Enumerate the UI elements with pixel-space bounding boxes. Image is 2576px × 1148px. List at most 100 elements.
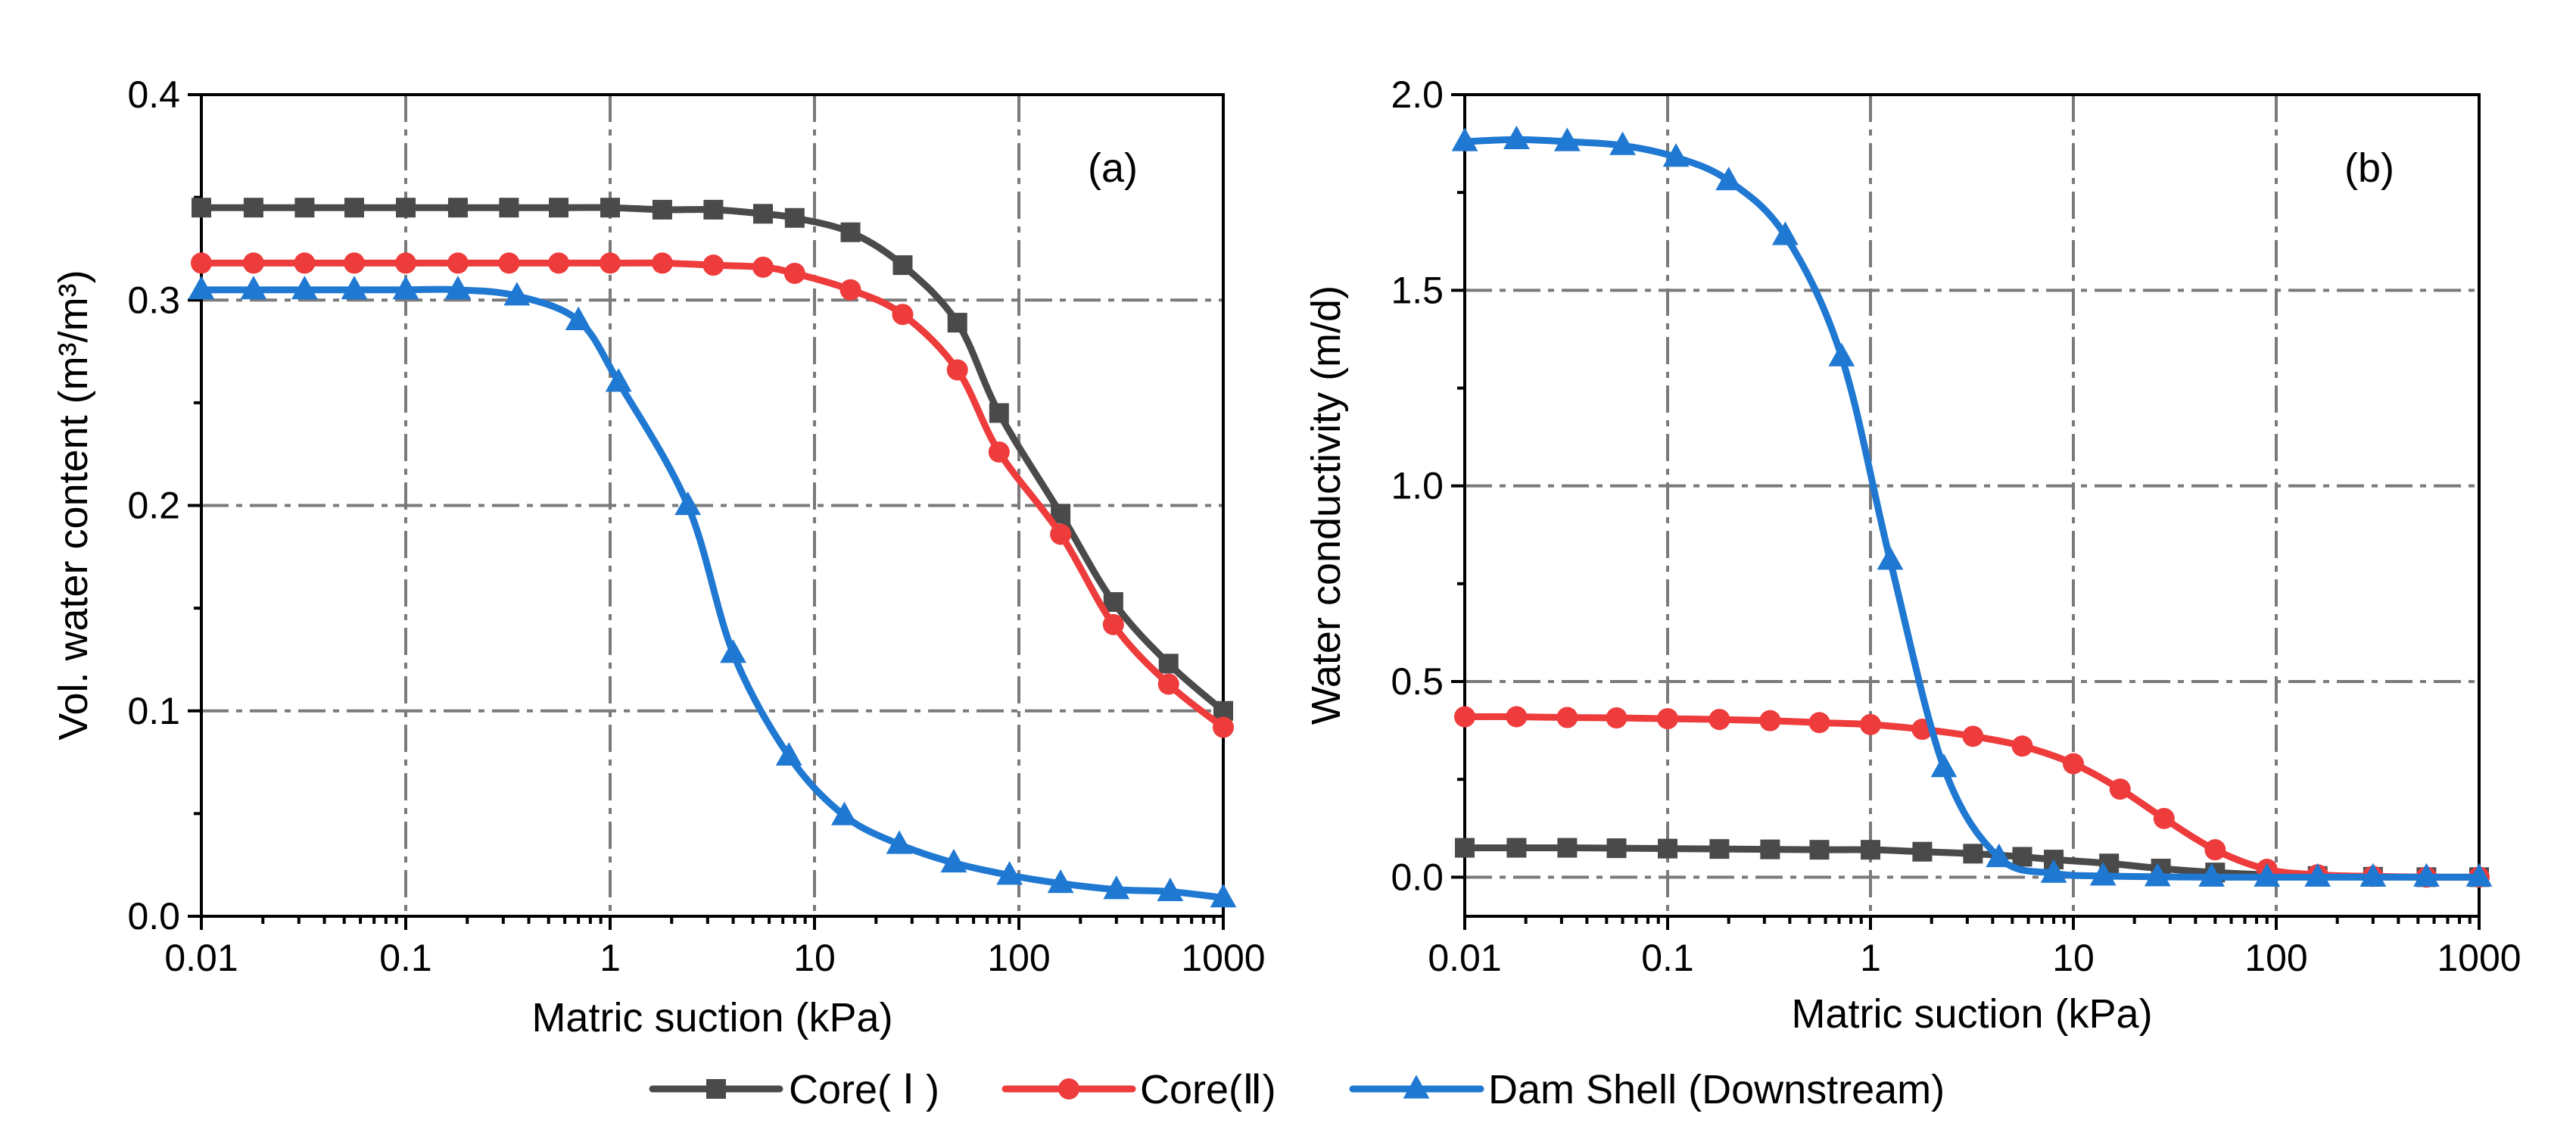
series-a-2-marker-10 bbox=[720, 639, 746, 663]
series-b-1-marker-5 bbox=[1709, 709, 1730, 731]
y-tick-label-b-1: 0.5 bbox=[1391, 660, 1444, 703]
series-b-2-marker-16 bbox=[2304, 863, 2331, 887]
y-tick-label-b-0: 0.0 bbox=[1391, 856, 1444, 898]
series-a-2-marker-11 bbox=[775, 741, 802, 766]
series-a-1-marker-9 bbox=[651, 252, 673, 274]
series-a-2-marker-16 bbox=[1047, 869, 1074, 894]
series-a-2-marker-3 bbox=[341, 276, 368, 300]
series-b-2-marker-13 bbox=[2144, 863, 2171, 887]
series-a-0-marker-10 bbox=[703, 199, 724, 220]
x-tick-label-b-1: 0.1 bbox=[1641, 937, 1694, 979]
y-tick-label-a-3: 0.3 bbox=[127, 279, 180, 321]
series-b-2-marker-14 bbox=[2198, 863, 2225, 887]
series-b-2-marker-17 bbox=[2360, 863, 2387, 887]
tick-labels-a: 0.01 0.1 1 10 100 1000 0.0 0.1 0.2 0.3 0.4 bbox=[127, 73, 1265, 979]
series-group-b bbox=[1451, 125, 2493, 888]
series-b-2-marker-15 bbox=[2254, 863, 2281, 887]
series-b-1-marker-2 bbox=[1556, 707, 1578, 728]
series-a-0-marker-1 bbox=[243, 198, 263, 218]
x-tick-label-b-5: 1000 bbox=[2437, 937, 2521, 979]
series-b-1-marker-7 bbox=[1808, 712, 1830, 734]
series-a-1-marker-8 bbox=[600, 252, 621, 274]
series-b-0-marker-9 bbox=[1912, 841, 1933, 862]
series-b-0-marker-6 bbox=[1760, 839, 1780, 859]
series-b-2-marker-12 bbox=[2089, 862, 2117, 886]
series-a-0-marker-3 bbox=[344, 198, 365, 218]
series-b-2-marker-19 bbox=[2465, 863, 2493, 887]
series-a-1-marker-12 bbox=[783, 262, 805, 284]
series-b-2-marker-5 bbox=[1715, 167, 1743, 191]
series-a-2-marker-2 bbox=[291, 276, 318, 300]
series-b-2-marker-7 bbox=[1828, 342, 1855, 367]
series-a-1-marker-18 bbox=[1102, 613, 1124, 635]
x-tick-label-a-5: 1000 bbox=[1181, 937, 1265, 979]
x-axis-title-a: Matric suction (kPa) bbox=[531, 995, 892, 1040]
series-b-2-marker-9 bbox=[1930, 753, 1958, 778]
series-a-1-marker-3 bbox=[344, 252, 366, 274]
series-b-1-marker-13 bbox=[2109, 778, 2131, 800]
series-a-0-marker-12 bbox=[784, 207, 805, 228]
series-a-0-marker-0 bbox=[192, 198, 211, 218]
x-tick-label-a-4: 100 bbox=[987, 937, 1050, 979]
legend-label-2: Dam Shell (Downstream) bbox=[1488, 1067, 1945, 1112]
series-b-2-marker-6 bbox=[1771, 221, 1799, 245]
series-a-2-marker-18 bbox=[1157, 877, 1184, 902]
series-b-0-marker-2 bbox=[1557, 838, 1578, 858]
y-axis-title-b: Water conductivity (m/d) bbox=[1304, 285, 1349, 725]
series-a-0-marker-16 bbox=[989, 403, 1009, 423]
legend: Core( Ⅰ ) Core(Ⅱ) Dam Shell (Downstream) bbox=[649, 1067, 1945, 1112]
series-b-1-marker-10 bbox=[1962, 725, 1984, 747]
series-a-1-marker-5 bbox=[447, 252, 469, 274]
series-b-1-marker-15 bbox=[2204, 839, 2226, 861]
series-a-2-marker-12 bbox=[831, 801, 858, 825]
series-b-0-marker-7 bbox=[1809, 840, 1830, 860]
series-group-a bbox=[188, 198, 1237, 908]
series-a-0-marker-9 bbox=[652, 199, 672, 220]
series-b-2-marker-8 bbox=[1877, 546, 1904, 570]
series-a-2-marker-6 bbox=[503, 282, 531, 306]
series-a-0-marker-7 bbox=[549, 198, 569, 218]
grid-b bbox=[1465, 95, 2479, 916]
panel-label-a: (a) bbox=[1088, 145, 1138, 191]
x-tick-label-a-3: 10 bbox=[793, 937, 836, 979]
plot-frame-b bbox=[1463, 93, 2481, 918]
series-b-1-marker-11 bbox=[2011, 735, 2033, 757]
legend-label-1: Core(Ⅱ) bbox=[1140, 1067, 1276, 1112]
series-a-0-marker-6 bbox=[499, 198, 519, 218]
x-tick-label-b-4: 100 bbox=[2244, 937, 2307, 979]
ticks-a bbox=[188, 93, 1225, 930]
series-b-2-marker-11 bbox=[2040, 859, 2067, 883]
series-a-0-marker-19 bbox=[1158, 654, 1179, 674]
series-a-0-marker-13 bbox=[840, 222, 861, 242]
x-tick-label-b-3: 10 bbox=[2052, 937, 2095, 979]
series-a-1-marker-2 bbox=[294, 252, 316, 274]
series-b-1-marker-8 bbox=[1860, 713, 1881, 735]
y-tick-label-a-0: 0.0 bbox=[127, 895, 180, 937]
series-a-1-marker-17 bbox=[1050, 523, 1072, 545]
series-b-1-marker-14 bbox=[2153, 807, 2175, 829]
series-b-2-marker-18 bbox=[2413, 863, 2440, 887]
series-a-0-marker-8 bbox=[600, 198, 620, 218]
series-b-0-marker-5 bbox=[1709, 839, 1730, 859]
series-a-1-marker-13 bbox=[839, 279, 861, 301]
y-tick-label-a-4: 0.4 bbox=[127, 73, 180, 116]
series-a-0-marker-5 bbox=[447, 198, 468, 218]
series-b-0-marker-10 bbox=[1963, 844, 1983, 864]
series-a-2-line bbox=[198, 285, 1227, 902]
legend-1-marker-0 bbox=[1058, 1078, 1079, 1100]
series-a-0-marker-11 bbox=[753, 204, 774, 224]
series-a-1-marker-16 bbox=[988, 441, 1010, 463]
series-b-2-marker-0 bbox=[1451, 127, 1478, 151]
series-b-2-marker-4 bbox=[1662, 143, 1690, 167]
series-b-1-marker-6 bbox=[1759, 710, 1781, 732]
series-a-1-marker-11 bbox=[752, 256, 774, 278]
series-a-1-marker-15 bbox=[946, 359, 968, 381]
x-tick-label-a-2: 1 bbox=[600, 937, 621, 979]
series-a-0-marker-4 bbox=[396, 198, 416, 218]
series-a-2-marker-13 bbox=[886, 830, 913, 854]
y-tick-label-b-4: 2.0 bbox=[1391, 73, 1444, 116]
series-a-2-marker-14 bbox=[940, 848, 967, 873]
series-b-2-marker-3 bbox=[1609, 131, 1636, 155]
